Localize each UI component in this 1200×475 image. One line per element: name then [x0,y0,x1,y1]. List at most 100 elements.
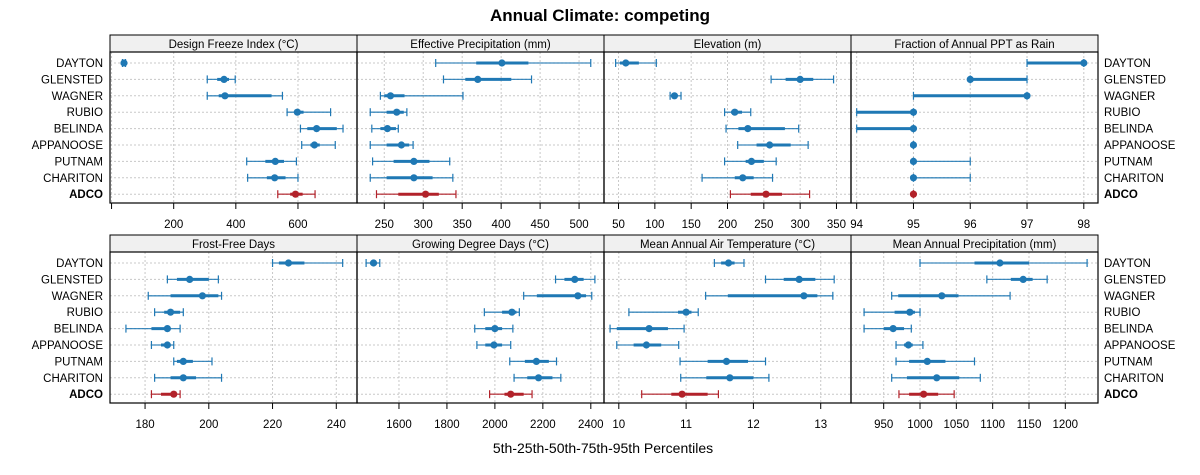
median-point [397,141,406,149]
site-label-left: APPANOOSE [32,340,104,352]
median-point [410,157,418,165]
median-point [369,259,378,267]
x-tick-label: 2400 [578,419,604,431]
median-point [747,157,756,165]
panel-title: Mean Annual Air Temperature (°C) [640,239,815,251]
median-point [1023,92,1031,100]
x-tick-label: 1150 [1017,419,1042,431]
median-point [996,259,1004,267]
panel-title: Design Freeze Index (°C) [169,39,299,51]
panel-3: Fraction of Annual PPT as Rain 94 95 96 97 98 [850,34,1099,231]
x-tick-label: 50 [612,219,625,231]
site-label-left: GLENSTED [41,274,103,286]
median-point [474,75,482,83]
panel-7: Mean Annual Precipitation (mm) 950 1000 105… [850,234,1099,431]
median-point [645,325,653,333]
x-tick-label: 250 [375,219,394,231]
median-point [532,357,540,365]
site-label-left: WAGNER [52,291,103,303]
median-point [186,275,194,283]
x-tick-label: 2000 [482,419,508,431]
median-point [498,59,506,67]
median-point [909,141,918,149]
site-label-left: CHARITON [43,173,103,185]
x-tick-label: 1100 [980,419,1005,431]
median-point [490,341,498,349]
x-tick-label: 200 [199,419,218,431]
site-label-left: RUBIO [67,307,103,319]
panel-5: Growing Degree Days (°C) 1600 1800 2000 2200… [356,234,605,431]
panel-border [356,251,605,404]
median-point [739,174,747,182]
x-tick-label: 1000 [907,419,933,431]
median-point [163,341,171,349]
median-point [800,292,808,300]
site-label-right: WAGNER [1104,91,1155,103]
site-label-right: BELINDA [1104,124,1154,136]
site-label-left: ADCO [69,389,103,401]
x-tick-label: 300 [791,219,810,231]
median-point [909,108,918,116]
x-tick-label: 500 [569,219,588,231]
site-label-right: RUBIO [1104,307,1140,319]
site-label-right: WAGNER [1104,291,1155,303]
panel-title: Effective Precipitation (mm) [410,39,551,51]
x-tick-label: 1600 [386,419,412,431]
median-point [163,325,171,333]
median-point [166,308,175,316]
x-tick-label: 240 [327,419,346,431]
median-point [920,390,928,398]
x-tick-label: 350 [453,219,472,231]
site-label-right: RUBIO [1104,107,1140,119]
median-point [766,141,774,149]
median-point [906,308,914,316]
site-label-left: BELINDA [54,124,104,136]
panel-2: Elevation (m) 50 100 150 200 250 300 350 [603,34,852,231]
site-label-right: APPANOOSE [1104,340,1176,352]
median-point [726,374,734,382]
site-label-right: APPANOOSE [1104,140,1176,152]
site-label-left: PUTNAM [54,356,103,368]
median-point [1019,275,1027,283]
x-tick-label: 450 [531,219,550,231]
chart-title: Annual Climate: competing [490,6,710,25]
median-point [293,108,301,116]
panel-6: Mean Annual Air Temperature (°C) 10 11 12 13 [603,234,852,431]
site-label-right: DAYTON [1104,58,1151,70]
x-tick-label: 11 [680,419,692,431]
median-point [796,75,804,83]
site-label-left: CHARITON [43,373,103,385]
site-label-right: PUTNAM [1104,156,1153,168]
site-label-left: RUBIO [67,107,103,119]
panel-title: Elevation (m) [694,39,762,51]
median-point [179,357,187,365]
median-point [909,157,918,165]
x-tick-label: 94 [850,219,863,231]
x-tick-label: 150 [682,219,701,231]
x-tick-label: 220 [263,419,282,431]
site-label-left: ADCO [69,189,103,201]
site-label-left: PUTNAM [54,156,103,168]
x-tick-label: 12 [747,419,760,431]
site-label-right: BELINDA [1104,324,1154,336]
median-point [762,190,770,198]
site-label-right: DAYTON [1104,258,1151,270]
median-point [966,75,974,83]
median-point [284,259,293,267]
x-tick-label: 400 [492,219,511,231]
median-point [909,174,918,182]
site-label-left: DAYTON [56,58,103,70]
median-point [508,308,516,316]
median-point [909,190,918,198]
median-point [795,275,803,283]
x-tick-label: 13 [814,419,827,431]
median-point [221,92,229,100]
median-point [507,390,515,398]
site-label-right: ADCO [1104,189,1138,201]
x-tick-label: 1200 [1053,419,1079,431]
median-point [534,374,543,382]
site-label-left: DAYTON [56,258,103,270]
median-point [724,259,733,267]
median-point [670,92,679,100]
